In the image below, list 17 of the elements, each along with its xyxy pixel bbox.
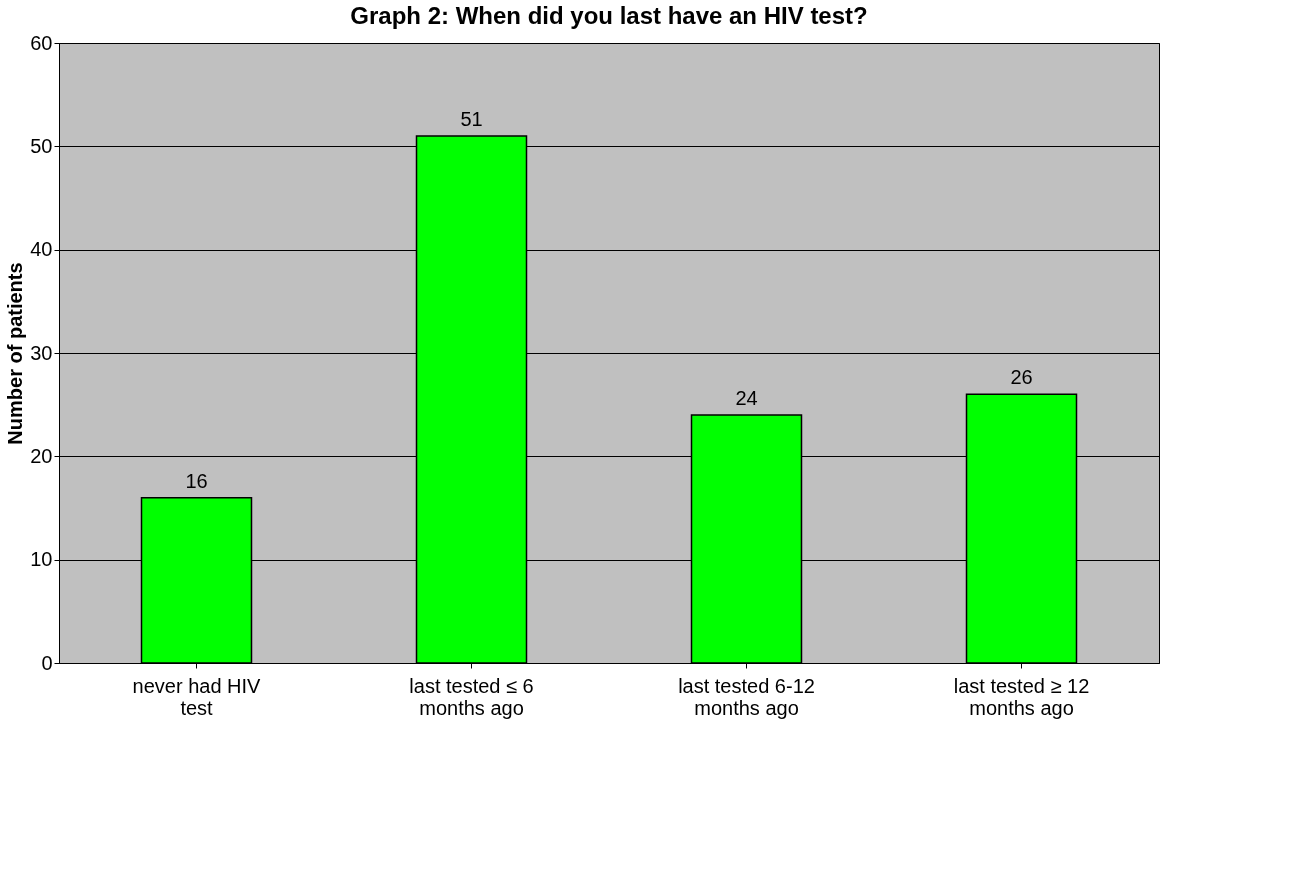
data-label: 51 (460, 108, 483, 130)
x-tick-label: last tested ≥ 12 months ago (953, 674, 1090, 719)
y-tick-label: 20 (30, 444, 53, 467)
chart-title: Graph 2: When did you last have an HIV test? (350, 2, 868, 29)
y-tick-label: 30 (30, 341, 53, 364)
x-tick-label: never had HIV test (132, 674, 262, 719)
data-label: 26 (1010, 366, 1033, 389)
y-tick-label: 10 (30, 548, 53, 571)
y-tick-label: 50 (30, 134, 53, 157)
data-label: 24 (735, 387, 758, 409)
y-tick-label: 60 (30, 31, 53, 54)
data-label: 16 (185, 469, 208, 492)
y-axis-title: Number of patients (4, 262, 27, 445)
y-tick-label: 0 (41, 651, 53, 674)
y-tick-label: 40 (30, 238, 53, 261)
x-tick-label: last tested 6-12 months ago (678, 674, 815, 719)
x-tick-label: last tested ≤ 6 months ago (409, 674, 534, 719)
